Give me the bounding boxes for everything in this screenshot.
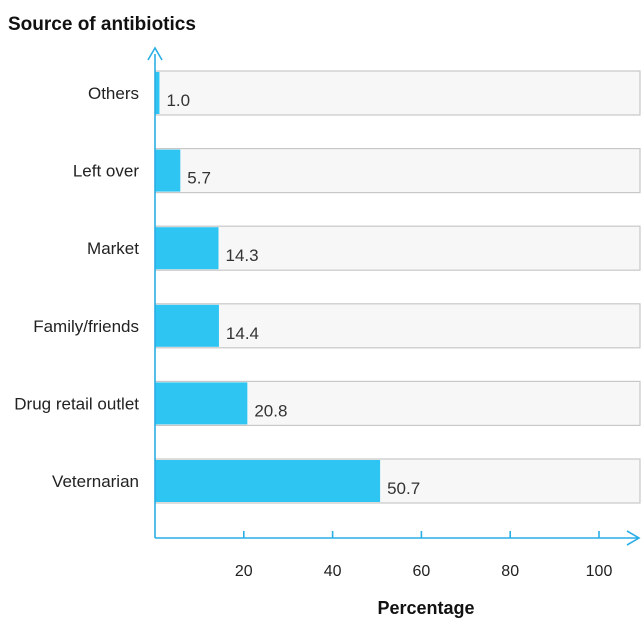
value-labels: 1.0 5.7 14.3 14.4 20.8 50.7	[166, 91, 420, 498]
category-label: Left over	[73, 162, 139, 181]
bar-track	[154, 303, 641, 349]
bar	[155, 149, 181, 192]
value-label: 1.0	[166, 91, 190, 110]
bar	[155, 304, 219, 347]
x-tick-label: 20	[235, 563, 253, 580]
category-label: Veternarian	[52, 472, 139, 491]
category-label: Market	[87, 239, 139, 258]
bar-track	[154, 148, 641, 194]
bar	[155, 227, 219, 270]
category-label: Others	[88, 84, 139, 103]
bar	[155, 72, 160, 114]
axes	[147, 46, 641, 546]
x-axis-title: Percentage	[377, 598, 474, 618]
bar-track	[154, 225, 641, 271]
value-label: 5.7	[187, 169, 211, 188]
category-label: Family/friends	[33, 317, 139, 336]
x-ticks: 20 40 60 80 100	[235, 531, 613, 580]
bar	[155, 382, 248, 425]
x-tick-label: 60	[413, 563, 431, 580]
y-axis-title: Source of antibiotics	[8, 14, 196, 35]
bar-track	[154, 70, 641, 116]
category-labels: Others Left over Market Family/friends Drug …	[14, 84, 139, 491]
category-label: Drug retail outlet	[14, 394, 139, 413]
bar	[155, 460, 381, 502]
x-tick-label: 80	[501, 563, 519, 580]
x-tick-label: 100	[586, 563, 613, 580]
value-label: 14.3	[225, 246, 258, 265]
x-tick-label: 40	[324, 563, 342, 580]
value-label: 20.8	[254, 401, 287, 420]
y-axis-arrow	[147, 46, 163, 61]
x-axis-arrow	[626, 530, 641, 546]
value-label: 14.4	[226, 324, 259, 343]
bar-tracks	[154, 70, 641, 504]
bars	[155, 72, 381, 502]
value-label: 50.7	[387, 479, 420, 498]
